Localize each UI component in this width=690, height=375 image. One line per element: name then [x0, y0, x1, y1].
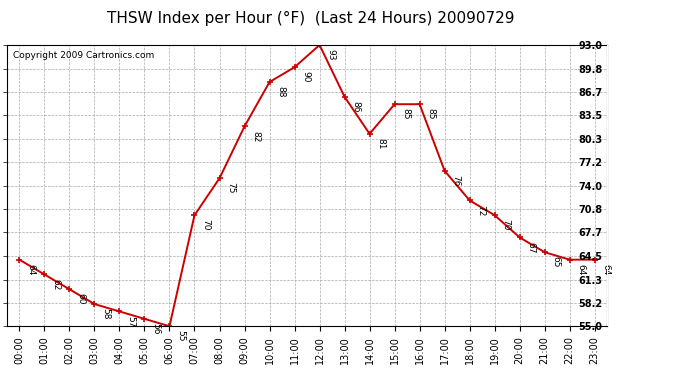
Text: 85: 85	[402, 108, 411, 120]
Text: 82: 82	[251, 130, 260, 142]
Text: 60: 60	[77, 293, 86, 305]
Text: 93: 93	[326, 49, 335, 61]
Text: 64: 64	[26, 264, 35, 275]
Text: 64: 64	[577, 264, 586, 275]
Text: 75: 75	[226, 182, 235, 194]
Text: 67: 67	[526, 242, 535, 253]
Text: 56: 56	[151, 323, 160, 334]
Text: 90: 90	[302, 71, 310, 83]
Text: 57: 57	[126, 316, 135, 327]
Text: 86: 86	[351, 101, 360, 112]
Text: 85: 85	[426, 108, 435, 120]
Text: THSW Index per Hour (°F)  (Last 24 Hours) 20090729: THSW Index per Hour (°F) (Last 24 Hours)…	[107, 11, 514, 26]
Text: 72: 72	[477, 205, 486, 216]
Text: 70: 70	[502, 219, 511, 231]
Text: Copyright 2009 Cartronics.com: Copyright 2009 Cartronics.com	[13, 51, 154, 60]
Text: 70: 70	[201, 219, 210, 231]
Text: 76: 76	[451, 175, 460, 186]
Text: 81: 81	[377, 138, 386, 150]
Text: 65: 65	[551, 256, 560, 268]
Text: 88: 88	[277, 86, 286, 98]
Text: 64: 64	[602, 264, 611, 275]
Text: 58: 58	[101, 308, 110, 320]
Text: 62: 62	[51, 279, 60, 290]
Text: 55: 55	[177, 330, 186, 342]
